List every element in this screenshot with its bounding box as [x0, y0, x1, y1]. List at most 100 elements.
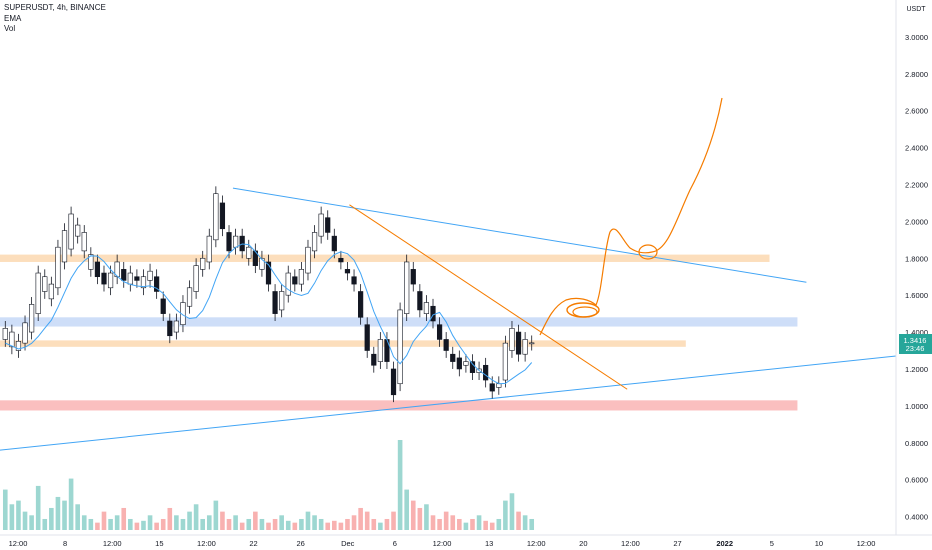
time-tick: 5 — [770, 539, 774, 548]
volume-bar — [437, 518, 442, 530]
volume-bar — [259, 518, 265, 530]
volume-bar — [141, 520, 146, 530]
candle-body — [232, 235, 239, 248]
volume-bar — [299, 518, 304, 530]
price-tick: 0.8000 — [905, 439, 928, 448]
volume-bar — [22, 511, 28, 530]
candle-body — [2, 328, 8, 340]
time-tick: Dec — [341, 539, 355, 548]
volume-bar — [167, 507, 173, 530]
candle-body — [35, 272, 41, 314]
volume-bar — [253, 511, 258, 530]
volume-bar — [2, 489, 8, 530]
candle-body — [509, 328, 515, 351]
volume-bar — [318, 518, 324, 530]
volume-bar — [397, 440, 403, 530]
candle-body — [173, 320, 179, 333]
time-tick: 2022 — [716, 539, 733, 548]
candle-body — [489, 383, 495, 392]
volume-bar — [239, 522, 245, 530]
volume-bar — [49, 507, 54, 530]
volume-bar — [16, 500, 21, 530]
zone-orange-1.34 — [0, 340, 686, 347]
axis-unit-label: USDT — [906, 6, 926, 13]
volume-bar — [88, 518, 94, 530]
volume-bar — [206, 515, 212, 530]
time-tick: 12:00 — [621, 539, 640, 548]
candle-body — [81, 232, 87, 252]
ema-line — [5, 243, 533, 385]
candle-body — [140, 276, 147, 289]
volume-bar — [42, 518, 48, 530]
candle-body — [443, 339, 449, 351]
candle-body — [200, 257, 206, 270]
time-tick: 12:00 — [9, 539, 28, 548]
candle-body — [483, 364, 489, 381]
candle-body — [515, 331, 522, 355]
lower-trendline — [0, 355, 897, 451]
time-tick: 15 — [155, 539, 163, 548]
volume-bar — [312, 515, 317, 530]
candle-body — [68, 213, 74, 250]
candle-body — [193, 265, 199, 292]
volume-bar — [81, 515, 87, 530]
candle-body — [338, 257, 344, 263]
volume-bar — [108, 518, 113, 530]
volume-indicator-label[interactable]: Vol — [4, 24, 16, 33]
time-tick: 13 — [485, 539, 493, 548]
volume-bar — [285, 520, 291, 530]
price-tick: 1.8000 — [905, 254, 928, 263]
volume-bar — [483, 520, 488, 530]
symbol-title[interactable]: SUPERUSDT, 4h, BINANCE — [4, 3, 106, 12]
candle-body — [430, 305, 436, 322]
volume-bar — [213, 500, 219, 530]
volume-bar — [101, 511, 107, 530]
time-tick: 8 — [63, 539, 67, 548]
price-tick: 0.4000 — [905, 513, 928, 522]
trendlines — [0, 187, 897, 451]
candle-body — [107, 272, 114, 289]
candle-body — [9, 331, 15, 348]
last-price-tag: 1.3416 23:46 — [899, 334, 932, 354]
price-tick: 2.8000 — [905, 70, 928, 79]
candle-body — [134, 276, 140, 281]
volume-bar — [95, 522, 100, 530]
candle-body — [390, 368, 397, 396]
candle-body — [29, 304, 35, 333]
candle-body — [456, 357, 462, 370]
price-axis[interactable]: 3.0000 2.8000 2.6000 2.4000 2.2000 2.0000 1.80… — [895, 0, 928, 535]
candle-body — [219, 202, 226, 230]
candle-body — [298, 269, 305, 285]
candle-body — [377, 339, 383, 362]
candle-body — [94, 261, 101, 278]
candle-body — [292, 276, 298, 285]
time-tick: 12:00 — [857, 539, 876, 548]
volume-bar — [55, 496, 61, 530]
price-tick: 2.0000 — [905, 217, 928, 226]
volume-bar — [305, 511, 311, 530]
volume-bar — [147, 515, 153, 530]
price-tick: 2.2000 — [905, 180, 928, 189]
volume-bar — [29, 515, 34, 530]
volume-bar — [457, 518, 462, 530]
volume-bar — [345, 518, 350, 530]
candle-body — [160, 298, 166, 314]
volume-bar — [450, 515, 456, 530]
price-tick: 2.6000 — [905, 107, 928, 116]
ema-indicator-label[interactable]: EMA — [4, 13, 22, 23]
candle-body — [351, 276, 357, 285]
volume-bar — [200, 518, 206, 530]
last-price-value: 1.3416 — [904, 336, 927, 345]
volume-bar — [470, 518, 475, 530]
volume-bar — [246, 518, 252, 530]
volume-bar — [134, 522, 140, 530]
time-axis[interactable]: 12:00 8 12:00 15 12:00 22 26 Dec 6 12:00 13 12:00 20… — [0, 534, 932, 548]
volume-bar — [378, 522, 383, 530]
volume-bar — [193, 504, 199, 530]
volume-bar — [331, 520, 337, 530]
candle-body — [436, 324, 443, 340]
candles — [2, 186, 535, 403]
volume-bar — [220, 511, 225, 530]
candle-body — [358, 291, 364, 318]
